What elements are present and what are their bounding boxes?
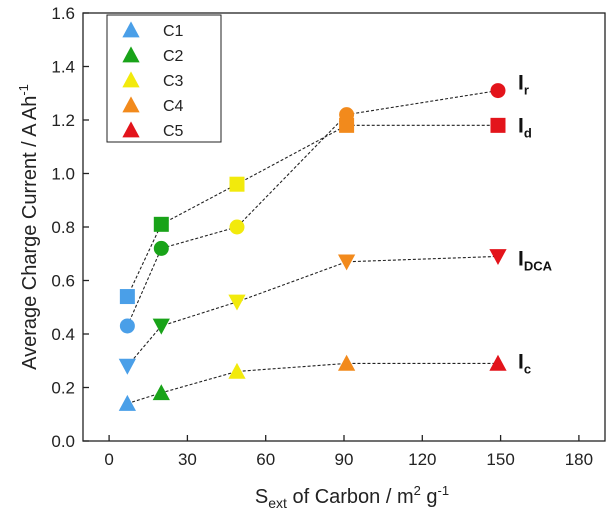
data-point: [119, 318, 135, 334]
legend-marker: [122, 96, 140, 113]
data-point: [119, 289, 135, 305]
legend-marker: [122, 71, 140, 88]
y-tick-label: 0.0: [51, 432, 75, 451]
x-tick-label: 150: [486, 450, 514, 469]
data-point: [490, 117, 506, 133]
x-tick-label: 180: [565, 450, 593, 469]
legend-label: C2: [163, 48, 184, 65]
legend-label: C5: [163, 123, 184, 140]
series-label: IDCA: [518, 247, 553, 273]
series-label: Ic: [518, 350, 531, 376]
data-point: [489, 249, 507, 266]
y-tick-label: 1.4: [51, 58, 75, 77]
x-tick-label: 120: [408, 450, 436, 469]
series-line: [126, 255, 499, 367]
data-point: [229, 219, 245, 235]
data-point: [337, 354, 356, 371]
legend-marker: [122, 46, 140, 63]
y-tick-label: 0.2: [51, 379, 75, 398]
data-point: [118, 394, 136, 411]
y-tick-label: 0.4: [51, 325, 75, 344]
y-tick-label: 0.8: [51, 218, 75, 237]
data-point: [228, 362, 246, 379]
legend-label: C4: [163, 98, 184, 115]
x-axis-title: Sext of Carbon / m2 g-1: [255, 483, 449, 511]
data-point: [228, 294, 246, 311]
data-point: [152, 384, 170, 401]
series-line: [126, 124, 498, 297]
data-point: [229, 176, 245, 192]
series-line: [127, 362, 498, 405]
data-point: [489, 354, 507, 371]
legend-label: C3: [163, 73, 184, 90]
legend: C1 C2 C3 C4 C5: [106, 14, 222, 143]
data-point: [490, 83, 506, 99]
x-tick-label: 90: [335, 450, 354, 469]
series-labels: Ir Id IDCA Ic: [518, 72, 553, 377]
series-line: [126, 90, 499, 327]
data-point: [152, 318, 170, 335]
legend-marker: [122, 121, 140, 138]
y-tick-label: 1.6: [51, 4, 75, 23]
legend-label: C1: [163, 23, 184, 40]
data-point: [153, 216, 169, 232]
x-tick-label: 30: [178, 450, 197, 469]
series-label: Id: [518, 114, 532, 140]
x-tick-label: 0: [104, 450, 113, 469]
data-point: [337, 254, 356, 271]
x-axis: 0 30 60 90 120 150 180: [104, 435, 593, 469]
series-label: Ir: [518, 72, 529, 98]
y-tick-label: 1.2: [51, 111, 75, 130]
legend-marker: [122, 21, 140, 38]
y-axis-title: Average Charge Current / A Ah-1: [16, 84, 41, 370]
data-point: [339, 117, 355, 133]
data-point: [118, 358, 136, 375]
x-tick-label: 60: [256, 450, 275, 469]
data-points: [118, 83, 507, 411]
data-point: [153, 240, 169, 256]
y-tick-label: 1.0: [51, 165, 75, 184]
y-axis: 0.0 0.2 0.4 0.6 0.8 1.0 1.2 1.4 1.6: [51, 4, 89, 451]
y-tick-label: 0.6: [51, 272, 75, 291]
